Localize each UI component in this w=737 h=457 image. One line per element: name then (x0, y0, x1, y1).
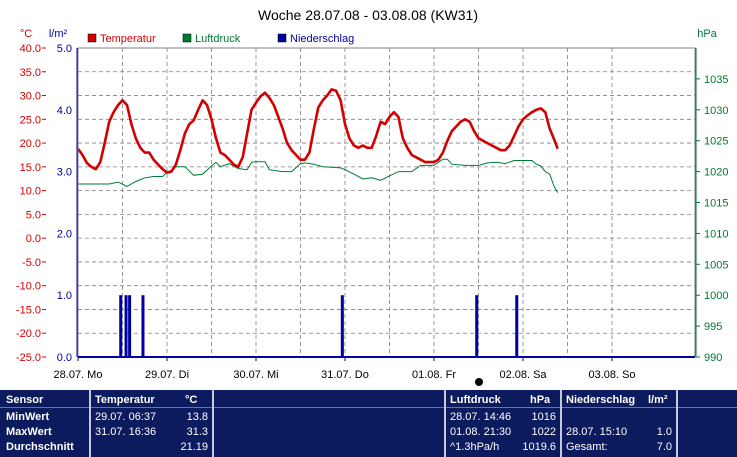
x-tick-label: 31.07. Do (321, 369, 369, 381)
temperature-tick-label: -10.0 (16, 281, 41, 293)
pressure-header: Luftdruck (450, 394, 501, 406)
pressure-tick-label: 1020 (704, 167, 728, 179)
plot-frame (77, 47, 696, 358)
x-tick-label: 02.08. Sa (499, 369, 547, 381)
temperature-axis-ticks: 40.0 35.0 30.0 25.0 20.0 15.0 10.0 5.0 0.0 -5.0 -1… (16, 43, 46, 364)
temperature-max-time: 31.07. 16:36 (95, 426, 157, 438)
statistics-panel: Sensor MinWert MaxWert Durchschnitt Temp… (0, 390, 737, 457)
pressure-min-value: 1016 (531, 411, 556, 423)
precipitation-tick-label: 5.0 (57, 43, 72, 55)
x-tick-label: 28.07. Mo (54, 369, 103, 381)
precipitation-tick-label: 0.0 (57, 352, 72, 364)
temperature-tick-label: -5.0 (22, 257, 41, 269)
temperature-tick-label: 5.0 (26, 209, 41, 221)
pressure-tick-label: 990 (704, 352, 722, 364)
pressure-tick-label: 1005 (704, 259, 728, 271)
sensor-row-min: MinWert (6, 411, 50, 423)
pressure-tick-label: 1010 (704, 228, 728, 240)
precipitation-tick-label: 2.0 (57, 228, 72, 240)
pressure-tick-label: 1000 (704, 290, 728, 302)
legend-label-precipitation: Niederschlag (290, 33, 354, 45)
legend-label-pressure: Luftdruck (195, 33, 241, 45)
legend-swatch-temperature (87, 33, 97, 43)
temperature-tick-label: 40.0 (20, 43, 41, 55)
pressure-trend: ^1.3hPa/h (450, 441, 500, 453)
pressure-tick-label: 1035 (704, 74, 728, 86)
temperature-tick-label: 10.0 (20, 186, 41, 198)
legend-swatch-precipitation (277, 33, 287, 43)
pressure-tick-label: 995 (704, 321, 722, 333)
pressure-min-time: 28.07. 14:46 (450, 411, 512, 423)
precipitation-bar (515, 295, 519, 357)
precipitation-axis-ticks: 5.0 4.0 3.0 2.0 1.0 0.0 (57, 43, 78, 364)
precipitation-bar (124, 295, 128, 357)
sensor-row-max: MaxWert (6, 426, 52, 438)
x-tick-label: 03.08. So (588, 369, 635, 381)
left-axis-unit-rain: l/m² (49, 28, 68, 40)
chart-grid (78, 48, 695, 357)
temperature-tick-label: 25.0 (20, 114, 41, 126)
precipitation-total-value: 7.0 (656, 441, 672, 453)
temperature-min-value: 13.8 (186, 411, 208, 423)
left-axis-unit-temp: °C (20, 28, 32, 40)
temperature-tick-label: -15.0 (16, 304, 41, 316)
temperature-avg-value: 21.19 (180, 441, 208, 453)
precipitation-max-time: 28.07. 15:10 (566, 426, 628, 438)
legend: Temperatur Luftdruck Niederschlag (87, 33, 354, 45)
pressure-line (78, 158, 559, 193)
chart-title: Woche 28.07.08 - 03.08.08 (KW31) (258, 7, 478, 23)
temperature-max-value: 31.3 (186, 426, 208, 438)
precipitation-bar (475, 295, 479, 357)
temperature-line (76, 88, 559, 174)
pressure-unit: hPa (530, 394, 551, 406)
legend-label-temperature: Temperatur (100, 33, 156, 45)
pressure-max-value: 1022 (531, 426, 556, 438)
precipitation-tick-label: 4.0 (57, 105, 72, 117)
pressure-axis-ticks: 1035 1030 1025 1020 1015 1010 1005 1000 995 990 (695, 48, 728, 364)
precipitation-tick-label: 3.0 (57, 167, 72, 179)
precipitation-bar (128, 295, 132, 357)
x-tick-label: 29.07. Di (145, 369, 189, 381)
temperature-unit: °C (185, 394, 198, 406)
precipitation-header: Niederschlag (566, 394, 636, 406)
temperature-tick-label: 35.0 (20, 67, 41, 79)
temperature-tick-label: 0.0 (26, 233, 41, 245)
weather-chart: Woche 28.07.08 - 03.08.08 (KW31) °C l/m²… (16, 7, 728, 386)
sensor-header: Sensor (6, 394, 44, 406)
pressure-tick-label: 1025 (704, 136, 728, 148)
precipitation-total-label: Gesamt: (566, 441, 608, 453)
temperature-tick-label: 30.0 (20, 91, 41, 103)
current-time-marker (475, 378, 483, 386)
precipitation-unit: l/m² (648, 394, 668, 406)
temperature-header: Temperatur (95, 394, 155, 406)
x-tick-label: 30.07. Mi (233, 369, 278, 381)
legend-swatch-pressure (182, 33, 192, 43)
pressure-avg-value: 1019.6 (522, 441, 556, 453)
sensor-row-avg: Durchschnitt (6, 441, 74, 453)
precipitation-tick-label: 1.0 (57, 290, 72, 302)
x-axis-ticks: 28.07. Mo 29.07. Di 30.07. Mi 31.07. Do 01.0… (54, 357, 636, 381)
pressure-tick-label: 1015 (704, 198, 728, 210)
precipitation-bar (340, 295, 344, 357)
temperature-min-time: 29.07. 06:37 (95, 411, 157, 423)
pressure-tick-label: 1030 (704, 105, 728, 117)
temperature-tick-label: 15.0 (20, 162, 41, 174)
temperature-tick-label: -25.0 (16, 352, 41, 364)
temperature-tick-label: 20.0 (20, 138, 41, 150)
precipitation-bars (119, 295, 519, 357)
pressure-max-time: 01.08. 21:30 (450, 426, 512, 438)
precipitation-max-value: 1.0 (656, 426, 672, 438)
precipitation-bar (141, 295, 145, 357)
right-axis-unit-pressure: hPa (697, 28, 717, 40)
x-tick-label: 01.08. Fr (412, 369, 456, 381)
temperature-tick-label: -20.0 (16, 328, 41, 340)
precipitation-bar (119, 295, 123, 357)
